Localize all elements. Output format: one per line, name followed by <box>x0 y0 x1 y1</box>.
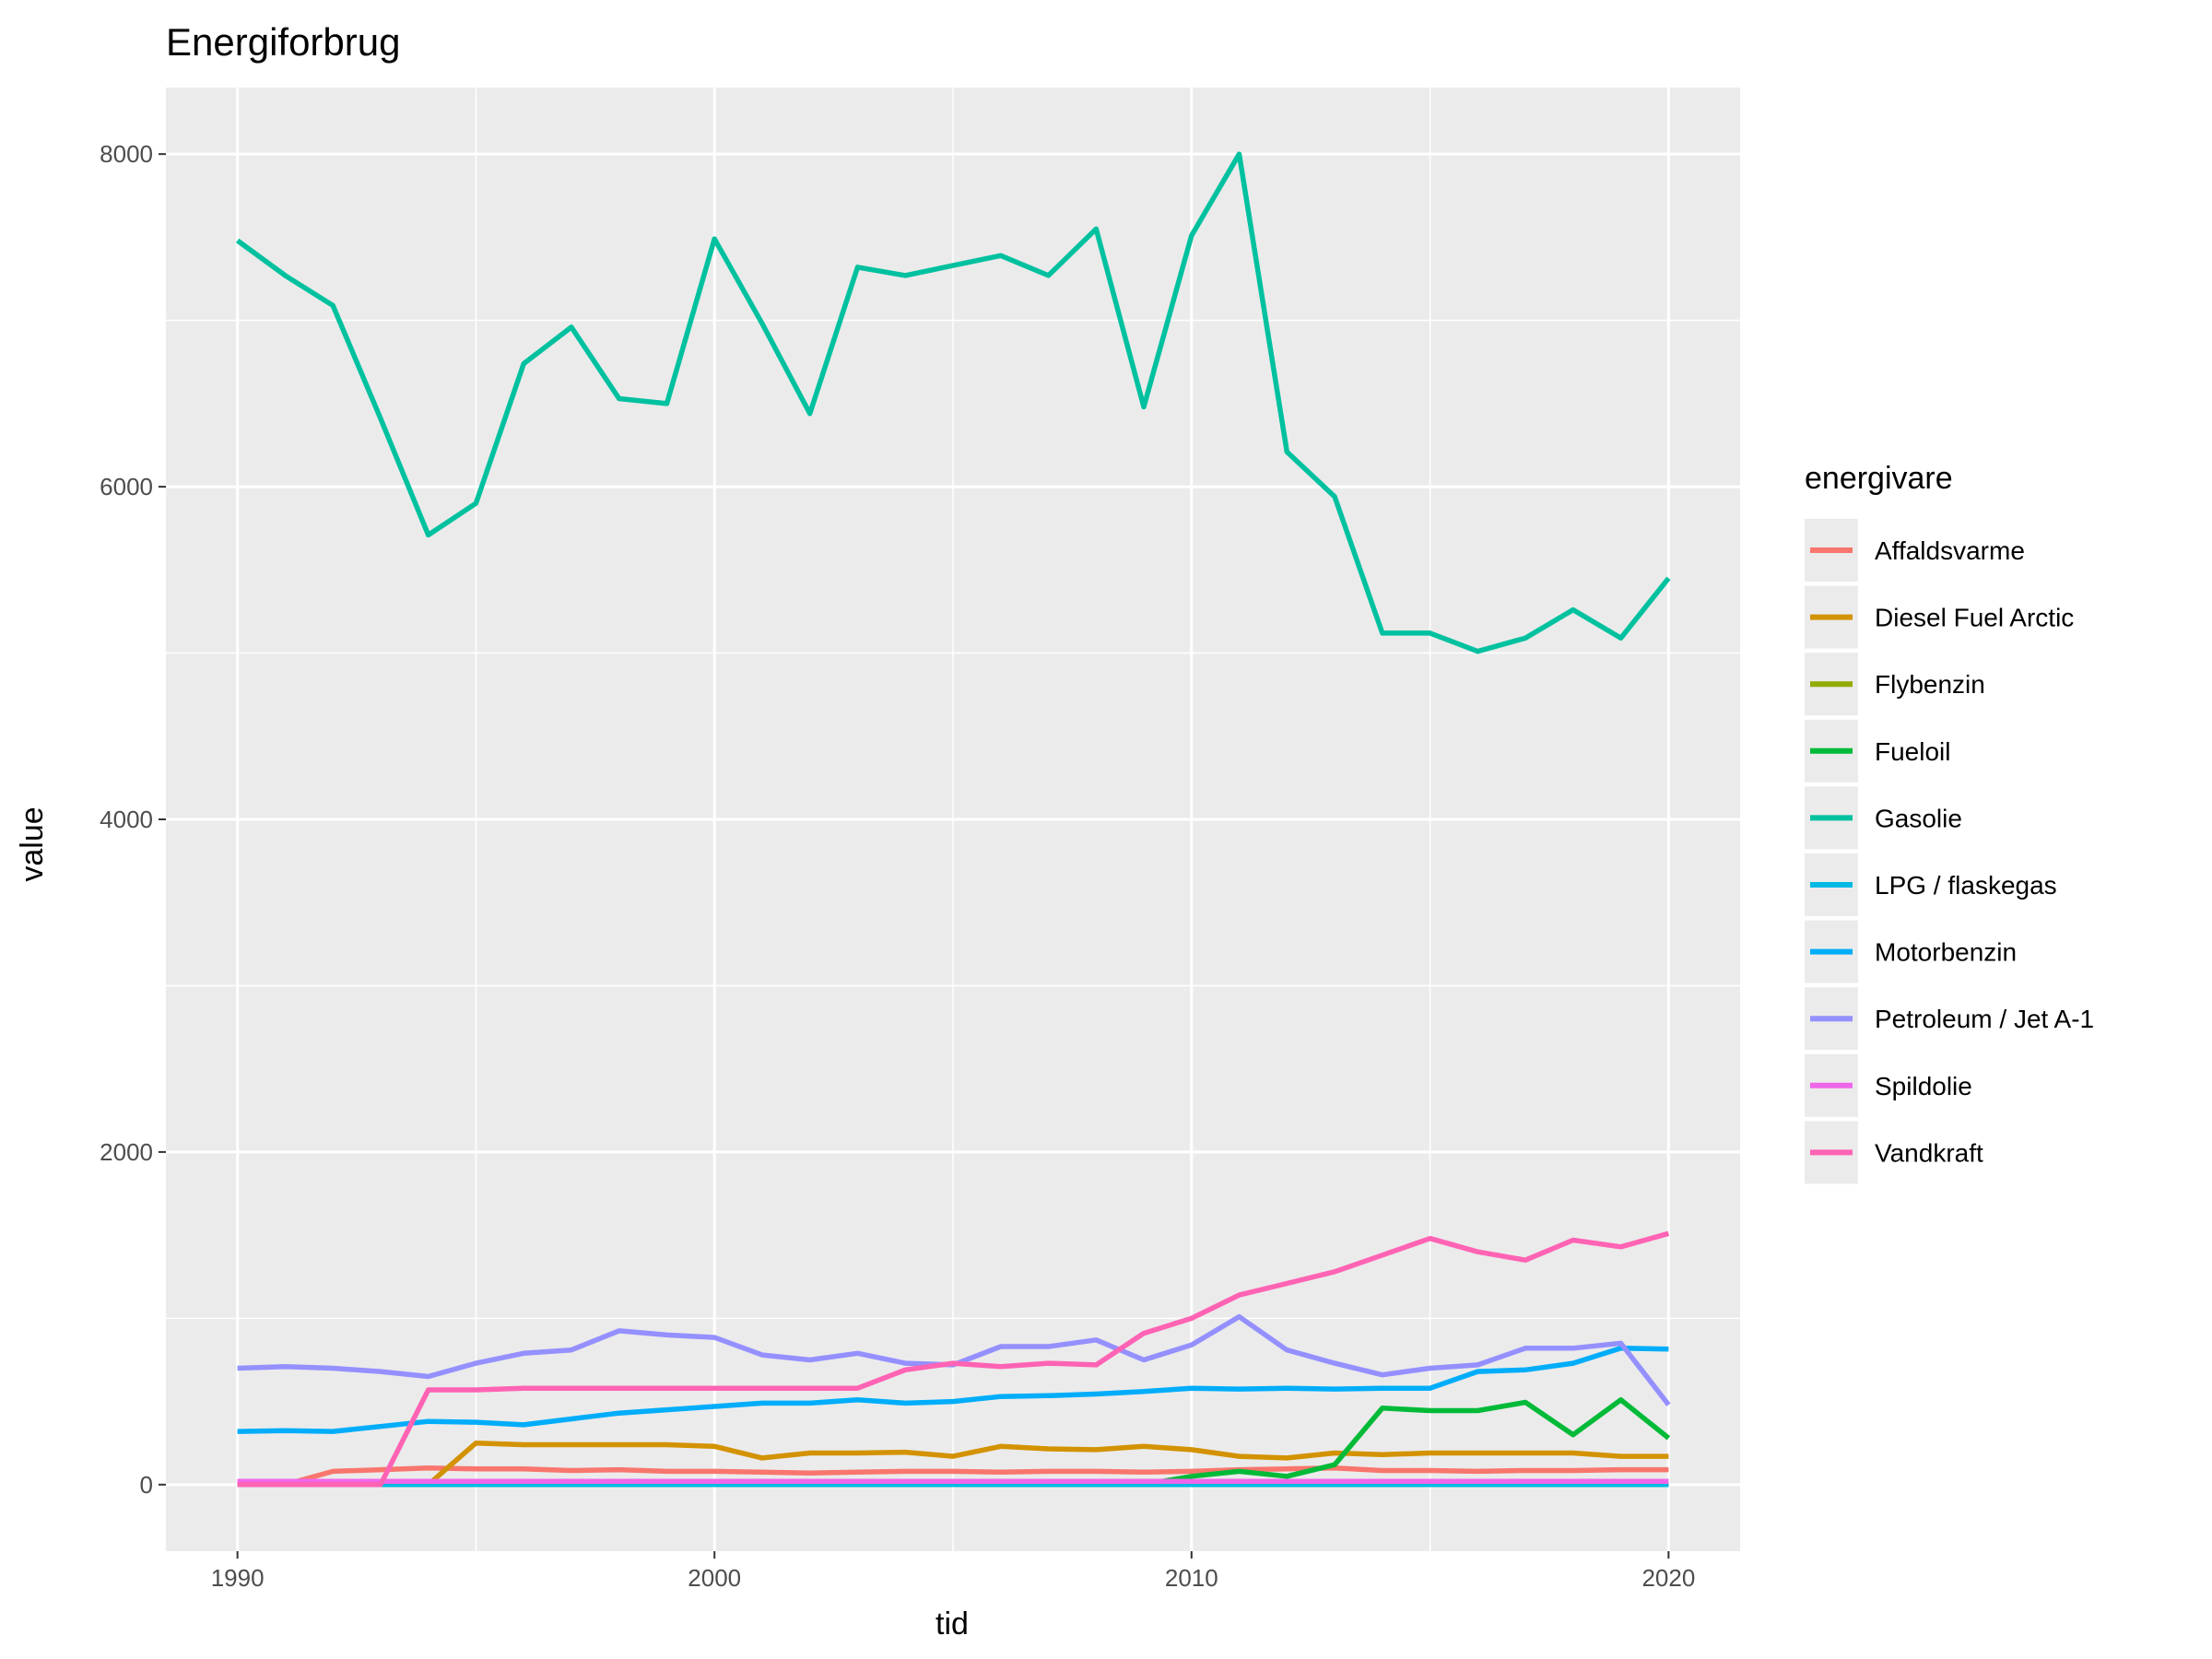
series-lines <box>235 151 1671 1488</box>
series-line-gasolie <box>235 151 1671 654</box>
y-axis-ticks: 0 2000 4000 6000 8000 <box>100 140 166 1499</box>
legend-label: Motorbenzin <box>1875 938 2017 967</box>
legend-item-spildolie: Spildolie <box>1805 1053 1972 1117</box>
legend-label: Diesel Fuel Arctic <box>1875 604 2074 632</box>
legend-label: Fueloil <box>1875 737 1950 766</box>
x-tick-label: 2020 <box>1641 1564 1695 1592</box>
legend-item-diesel-fuel-arctic: Diesel Fuel Arctic <box>1805 585 2074 649</box>
y-tick-label: 2000 <box>100 1138 153 1166</box>
legend-item-flybenzin: Flybenzin <box>1805 653 1985 716</box>
series-line-motorbenzin <box>237 1346 1669 1434</box>
y-tick-label: 8000 <box>100 140 153 168</box>
x-tick-label: 2010 <box>1165 1564 1218 1592</box>
legend-item-gasolie: Gasolie <box>1805 786 1962 850</box>
y-tick-label: 6000 <box>100 473 153 500</box>
legend-item-lpg-flaskegas: LPG / flaskegas <box>1805 853 2057 916</box>
chart-title: Energiforbrug <box>166 20 400 64</box>
legend-item-fueloil: Fueloil <box>1805 719 1950 782</box>
x-axis-ticks: 1990 2000 2010 2020 <box>211 1551 1695 1592</box>
legend-label: Flybenzin <box>1875 670 1985 699</box>
major-gridlines <box>166 88 1740 1551</box>
series-line-affaldsvarme <box>237 1465 1669 1488</box>
legend-item-petroleum-jet-a-1: Petroleum / Jet A-1 <box>1805 987 2094 1051</box>
legend-items: Affaldsvarme Diesel Fuel Arctic Flybenzin F… <box>1805 519 2094 1184</box>
legend-item-affaldsvarme: Affaldsvarme <box>1805 519 2025 582</box>
legend-label: LPG / flaskegas <box>1875 871 2057 900</box>
legend-label: Spildolie <box>1875 1072 1972 1100</box>
legend-label: Petroleum / Jet A-1 <box>1875 1005 2094 1033</box>
legend-label: Affaldsvarme <box>1875 536 2025 565</box>
x-tick-label: 2000 <box>688 1564 741 1592</box>
y-tick-label: 0 <box>140 1471 153 1499</box>
series-line-vandkraft <box>237 1230 1670 1488</box>
x-axis-title: tid <box>935 1606 969 1641</box>
y-axis-title: value <box>15 806 50 881</box>
legend-title: energivare <box>1805 461 1953 496</box>
legend: energivare Affaldsvarme Diesel Fuel Arcti… <box>1805 461 2094 1184</box>
legend-item-motorbenzin: Motorbenzin <box>1805 920 2017 983</box>
legend-label: Vandkraft <box>1875 1138 1983 1167</box>
series-line-diesel-fuel-arctic <box>237 1440 1669 1488</box>
legend-label: Gasolie <box>1875 804 1962 832</box>
legend-item-vandkraft: Vandkraft <box>1805 1121 1983 1184</box>
x-tick-label: 1990 <box>211 1564 265 1592</box>
y-tick-label: 4000 <box>100 806 153 833</box>
